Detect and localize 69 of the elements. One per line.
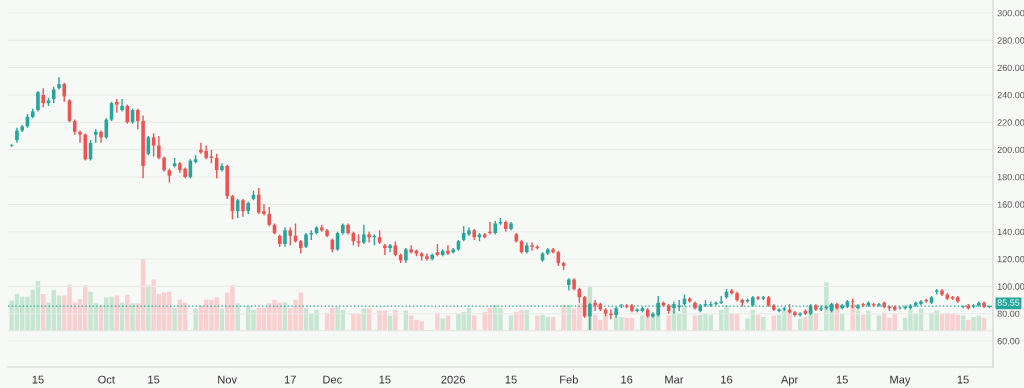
candlestick bbox=[151, 132, 156, 158]
x-tick-label: 15 bbox=[957, 375, 969, 384]
y-tick-label: 140.00 bbox=[997, 228, 1024, 236]
bar bbox=[146, 285, 151, 331]
candlestick bbox=[57, 76, 61, 91]
y-tick-label: 100.00 bbox=[997, 283, 1024, 290]
bar bbox=[130, 303, 135, 331]
candlestick bbox=[388, 243, 392, 253]
y-tick-label: 260.00 bbox=[997, 64, 1024, 72]
candlestick bbox=[267, 206, 272, 227]
candlestick bbox=[409, 244, 413, 255]
x-tick-label: Apr bbox=[780, 375, 799, 386]
y-tick-label: 220.00 bbox=[997, 119, 1024, 126]
y-tick-label: 280.00 bbox=[997, 37, 1024, 44]
bar bbox=[393, 309, 398, 331]
bar bbox=[966, 319, 971, 331]
bar bbox=[125, 294, 130, 331]
candlestick bbox=[367, 230, 371, 244]
candlestick bbox=[220, 162, 224, 173]
x-tick-label: 16 bbox=[621, 375, 633, 384]
bar bbox=[193, 308, 198, 331]
candlestick bbox=[362, 224, 366, 245]
bar bbox=[561, 304, 566, 331]
bar bbox=[761, 317, 766, 331]
candlestick bbox=[283, 226, 287, 248]
bar bbox=[645, 317, 650, 331]
bar bbox=[172, 307, 177, 331]
x-tick-label: Feb bbox=[560, 375, 578, 384]
x-tick-label: Mar bbox=[665, 375, 684, 384]
candlestick bbox=[136, 107, 140, 130]
bar bbox=[866, 310, 871, 331]
x-tick-label: 16 bbox=[721, 375, 733, 384]
x-tick-label: May bbox=[890, 375, 911, 386]
x-tick-label: 15 bbox=[32, 375, 44, 384]
candlestick bbox=[78, 129, 82, 144]
y-tick-label: 240.00 bbox=[997, 91, 1024, 99]
y-tick-label: 200.00 bbox=[997, 146, 1024, 154]
x-tick-label: 17 bbox=[284, 375, 296, 384]
bar bbox=[440, 318, 445, 331]
x-tick-label: 15 bbox=[836, 375, 848, 384]
bar bbox=[787, 311, 792, 331]
bar bbox=[803, 317, 808, 331]
y-tick-label: 80.00 bbox=[997, 310, 1020, 318]
candlestick bbox=[157, 135, 161, 160]
x-tick-label: Nov bbox=[218, 375, 238, 384]
candlestick bbox=[36, 90, 40, 113]
x-tick-label: 15 bbox=[148, 375, 160, 384]
ref-line-label: 85.55 bbox=[997, 299, 1020, 306]
candlestick bbox=[62, 81, 67, 103]
y-tick-label: 300.00 bbox=[997, 9, 1024, 17]
bar bbox=[666, 315, 671, 331]
candlestick bbox=[530, 241, 534, 252]
x-tick-label: 2026 bbox=[441, 375, 466, 384]
y-tick-label: 180.00 bbox=[997, 173, 1024, 181]
y-tick-label: 60.00 bbox=[997, 338, 1020, 345]
candlestick bbox=[41, 87, 45, 108]
candlestick bbox=[120, 98, 124, 113]
y-tick-label: 160.00 bbox=[997, 201, 1024, 208]
bar bbox=[640, 315, 645, 331]
y-tick-label: 120.00 bbox=[997, 255, 1024, 263]
x-tick-label: 15 bbox=[379, 375, 391, 384]
x-tick-label: 15 bbox=[505, 375, 517, 384]
candlestick bbox=[446, 244, 450, 256]
x-tick-label: Dec bbox=[323, 375, 342, 384]
candlestick bbox=[383, 243, 387, 256]
bar bbox=[535, 315, 540, 331]
x-tick-label: Oct bbox=[98, 375, 115, 384]
bar bbox=[235, 303, 240, 331]
bar bbox=[435, 312, 440, 331]
